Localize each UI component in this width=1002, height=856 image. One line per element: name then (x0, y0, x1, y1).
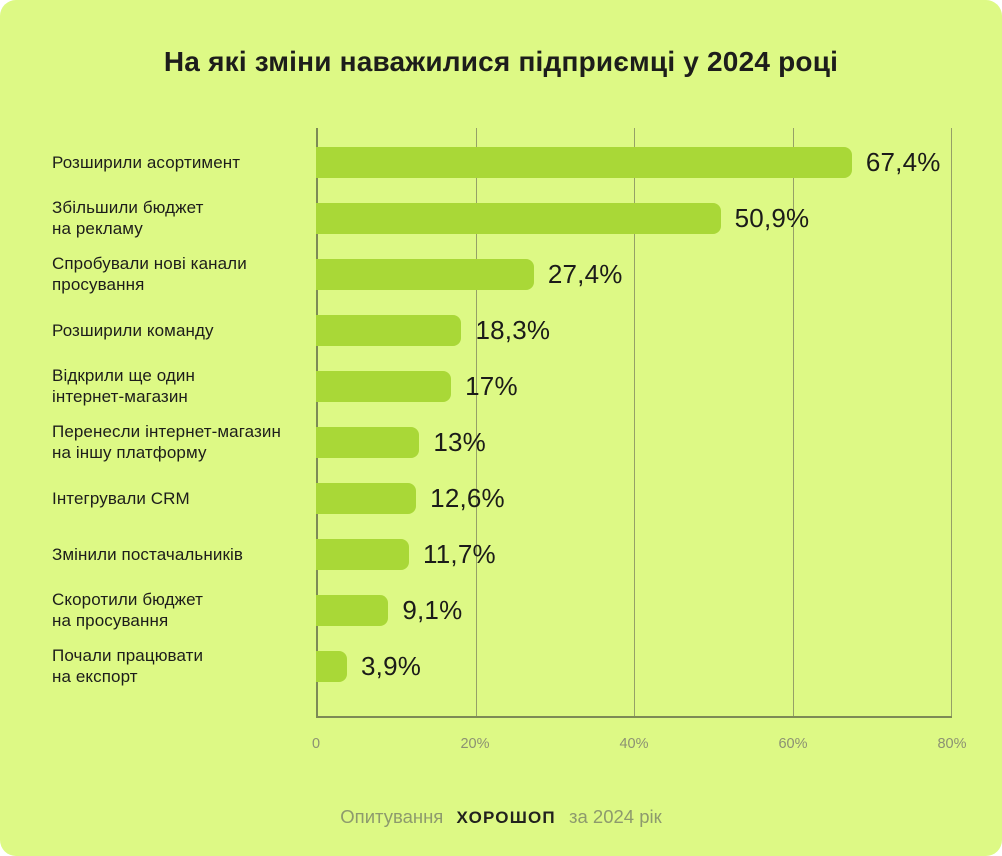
category-label-line: на експорт (52, 667, 138, 686)
category-label-line: Збільшили бюджет (52, 198, 204, 217)
category-label-line: Розширили команду (52, 320, 214, 340)
value-label: 67,4% (865, 146, 941, 177)
category-label: Відкрили ще один інтернет-магазин (52, 365, 316, 407)
category-label: Скоротили бюджет на просування (52, 589, 316, 631)
x-axis: 0 20% 40% 60% 80% (312, 736, 967, 756)
category-label-line: Почали працювати (52, 646, 204, 665)
category-label-line: просування (52, 275, 145, 294)
gridline-40pct (634, 128, 635, 716)
category-label-line: на рекламу (52, 219, 143, 238)
bar-chart: Розширили асортимент 67,4% Збільшили бюд… (52, 128, 967, 752)
value-label: 50,9% (734, 202, 810, 233)
category-label-line: Спробували нові канали (52, 254, 247, 273)
category-label-line: Перенесли інтернет-магазин (52, 422, 281, 441)
category-label: Збільшили бюджет на рекламу (52, 197, 316, 239)
bar-track: 9,1% (316, 582, 952, 638)
value-label: 17% (465, 370, 518, 401)
x-tick-label: 60% (778, 736, 808, 752)
category-label: Спробували нові канали просування (52, 253, 316, 295)
value-label: 9,1% (402, 594, 463, 625)
plot-area (316, 128, 952, 718)
bar (316, 370, 452, 402)
x-tick-label: 80% (937, 736, 967, 752)
value-label: 27,4% (547, 258, 623, 289)
bar (316, 650, 347, 682)
brand-logo: хорошоп (456, 808, 556, 827)
x-tick-label: 0 (311, 736, 321, 752)
category-label-line: Інтегрували CRM (52, 488, 190, 508)
bar-track: 11,7% (316, 526, 952, 582)
gridline-60pct (792, 128, 794, 716)
bar (316, 594, 389, 626)
category-label: Розширили асортимент (52, 152, 316, 173)
value-label: 12,6% (430, 482, 505, 513)
x-tick-label: 20% (460, 736, 490, 752)
bar (316, 202, 721, 234)
bar (316, 258, 534, 290)
bar-track: 27,4% (316, 246, 952, 302)
chart-row: Скоротили бюджет на просування 9,1% (52, 582, 952, 638)
category-label-line: Розширили асортимент (52, 152, 241, 172)
category-label: Розширили команду (52, 320, 316, 341)
chart-row: Інтегрували CRM 12,6% (52, 470, 952, 526)
x-tick-label: 40% (619, 736, 649, 752)
bar-track: 18,3% (316, 302, 952, 358)
category-label-line: Скоротили бюджет (52, 590, 203, 609)
bar-track: 13% (316, 414, 952, 470)
chart-row: Почали працювати на експорт 3,9% (52, 638, 952, 694)
bar (316, 482, 417, 514)
chart-row: Розширили команду 18,3% (52, 302, 952, 358)
chart-row: Збільшили бюджет на рекламу 50,9% (52, 190, 952, 246)
bar-track: 12,6% (316, 470, 952, 526)
category-label-line: інтернет-магазин (52, 387, 188, 406)
category-label: Перенесли інтернет-магазин на іншу платфо… (52, 421, 316, 463)
footer-caption: Опитування хорошоп за 2024 рік (0, 806, 1002, 828)
chart-row: Перенесли інтернет-магазин на іншу платфо… (52, 414, 952, 470)
bar (316, 146, 852, 178)
category-label-line: на просування (52, 611, 169, 630)
bar-track: 50,9% (316, 190, 952, 246)
gridline-80pct (951, 128, 952, 716)
chart-row: Розширили асортимент 67,4% (52, 134, 952, 190)
footer-suffix: за 2024 рік (569, 806, 662, 827)
value-label: 18,3% (475, 314, 551, 345)
footer-prefix: Опитування (340, 806, 444, 827)
value-label: 13% (433, 426, 486, 457)
bar-track: 17% (316, 358, 952, 414)
bar-track: 67,4% (316, 134, 952, 190)
bar (316, 314, 462, 346)
bar (316, 426, 420, 458)
category-label-line: Відкрили ще один (52, 366, 196, 385)
chart-row: Змінили постачальників 11,7% (52, 526, 952, 582)
gridline-20pct (475, 128, 477, 716)
value-label: 11,7% (423, 538, 496, 569)
category-label: Почали працювати на експорт (52, 645, 316, 687)
category-label: Інтегрували CRM (52, 488, 316, 509)
bar (316, 538, 409, 570)
chart-row: Відкрили ще один інтернет-магазин 17% (52, 358, 952, 414)
category-label-line: Змінили постачальників (52, 544, 244, 564)
chart-row: Спробували нові канали просування 27,4% (52, 246, 952, 302)
category-label-line: на іншу платформу (52, 443, 207, 462)
chart-title: На які зміни наважилися підприємці у 202… (163, 46, 839, 77)
bar-rows: Розширили асортимент 67,4% Збільшили бюд… (52, 128, 952, 694)
bar-track: 3,9% (316, 638, 952, 694)
value-label: 3,9% (361, 650, 422, 681)
category-label: Змінили постачальників (52, 544, 316, 565)
